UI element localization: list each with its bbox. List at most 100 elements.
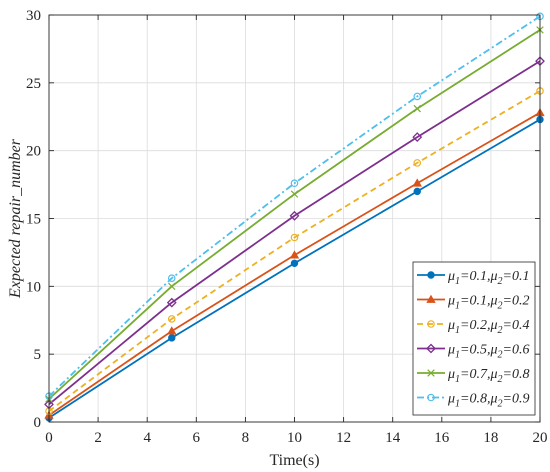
data-point [413, 104, 421, 113]
x-tick-label: 14 [385, 430, 401, 446]
legend-box [412, 261, 536, 416]
legend-subscript: 1 [455, 325, 460, 336]
legend-subscript: 2 [498, 374, 503, 385]
y-tick-label: 5 [34, 347, 42, 363]
x-tick-label: 18 [483, 430, 498, 446]
legend-label: μ1=0.1,μ2=0.1 [447, 269, 529, 287]
legend-text-part: μ [447, 343, 455, 358]
x-tick-label: 6 [193, 430, 201, 446]
data-point [412, 132, 423, 143]
legend-text-part: = [503, 392, 512, 407]
x-tick-label: 12 [336, 430, 351, 446]
data-point [289, 250, 300, 259]
legend-text-part: 0.8 [512, 367, 530, 382]
legend-marker [426, 343, 436, 354]
x-axis-title: Time(s) [269, 452, 319, 469]
legend-text-part: 0.9 [512, 392, 530, 407]
y-axis-title: Expected repair_number [7, 138, 24, 299]
legend-text-part: = [460, 294, 469, 309]
legend-label: μ1=0.1,μ2=0.2 [447, 294, 529, 312]
marker-stroke [427, 369, 435, 377]
legend-item: μ1=0.7,μ2=0.8 [417, 367, 529, 385]
data-point [413, 187, 421, 196]
legend-text-part: = [503, 269, 512, 284]
legend-item: μ1=0.8,μ2=0.9 [417, 392, 529, 410]
series-lines [44, 12, 545, 422]
legend-subscript: 1 [455, 301, 460, 312]
series-line [48, 60, 541, 406]
x-tick-label: 4 [143, 430, 151, 446]
legend-subscript: 2 [498, 350, 503, 361]
legend-subscript: 1 [455, 276, 460, 287]
legend-text-part: μ [447, 294, 455, 309]
legend-subscript: 2 [498, 276, 503, 287]
legend-text-part: 0.4 [512, 318, 530, 333]
legend-text-part: 0.1 [512, 269, 530, 284]
data-point [167, 326, 177, 335]
legend-label: μ1=0.5,μ2=0.6 [447, 343, 529, 361]
legend-text-part: 0.6 [512, 343, 530, 358]
legend-text-part: μ [447, 392, 455, 407]
data-point [167, 315, 176, 323]
legend-text-part: 0.5 [469, 343, 487, 358]
data-point [166, 297, 177, 308]
legend-marker [427, 393, 435, 402]
legend-text-part: μ [447, 269, 455, 284]
data-point [289, 210, 300, 221]
legend-text-part: ,μ [487, 343, 498, 358]
x-tick-label: 2 [94, 430, 102, 446]
legend-subscript: 1 [455, 374, 460, 385]
legend-text-part: = [460, 318, 469, 333]
data-point [290, 179, 299, 188]
legend-item: μ1=0.1,μ2=0.1 [417, 269, 529, 287]
legend-subscript: 2 [498, 301, 503, 312]
series-2 [44, 107, 545, 419]
x-tick-label: 0 [45, 430, 53, 446]
legend-item: μ1=0.5,μ2=0.6 [417, 343, 529, 361]
data-point [167, 274, 176, 282]
legend-item: μ1=0.1,μ2=0.2 [417, 294, 529, 312]
data-point [412, 178, 422, 187]
data-point [413, 92, 422, 101]
data-point [168, 334, 176, 342]
data-point [413, 159, 422, 167]
legend-item: μ1=0.2,μ2=0.4 [417, 318, 529, 336]
legend-marker [426, 294, 436, 303]
marker-stroke [290, 190, 299, 198]
x-tick-label: 8 [242, 430, 250, 446]
legend-marker [427, 369, 435, 377]
legend-text-part: = [503, 294, 512, 309]
legend-text-part: = [503, 318, 512, 333]
x-tick-label: 16 [434, 430, 450, 446]
legend-text-part: μ [447, 367, 455, 382]
legend-text-part: ,μ [487, 367, 498, 382]
x-tick-label: 20 [533, 430, 548, 446]
legend-text-part: 0.1 [469, 269, 487, 284]
data-point [290, 259, 299, 267]
legend-text-part: 0.2 [469, 318, 487, 333]
marker-stroke [413, 104, 421, 113]
legend-marker [427, 320, 435, 328]
legend-text-part: 0.8 [469, 392, 487, 407]
data-point [290, 190, 299, 198]
series-line [48, 90, 541, 412]
legend: μ1=0.1,μ2=0.1μ1=0.1,μ2=0.2μ1=0.2,μ2=0.4μ… [412, 261, 536, 416]
legend-label: μ1=0.8,μ2=0.9 [447, 392, 529, 410]
marker-stroke [168, 282, 176, 291]
legend-text-part: = [460, 392, 469, 407]
legend-text-part: = [460, 269, 469, 284]
legend-text-part: ,μ [487, 294, 498, 309]
legend-text-part: = [460, 343, 469, 358]
series-line [48, 15, 541, 397]
y-tick-label: 15 [26, 212, 41, 228]
legend-text-part: = [503, 367, 512, 382]
y-tick-label: 20 [26, 144, 41, 160]
legend-text-part: ,μ [487, 318, 498, 333]
legend-text-part: = [503, 343, 512, 358]
legend-subscript: 1 [455, 399, 460, 410]
legend-text-part: ,μ [487, 269, 498, 284]
x-tick-label: 10 [287, 430, 302, 446]
